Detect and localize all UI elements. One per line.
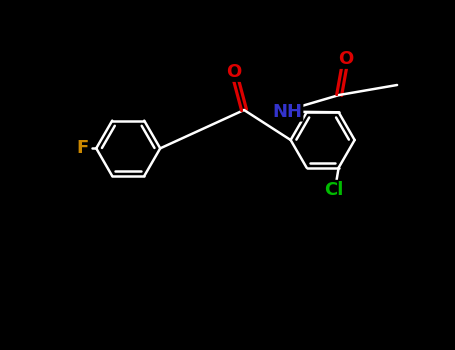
Text: O: O <box>339 50 354 68</box>
Text: NH: NH <box>273 103 303 121</box>
Text: F: F <box>76 139 88 158</box>
Text: O: O <box>227 63 242 81</box>
Text: Cl: Cl <box>324 181 344 199</box>
